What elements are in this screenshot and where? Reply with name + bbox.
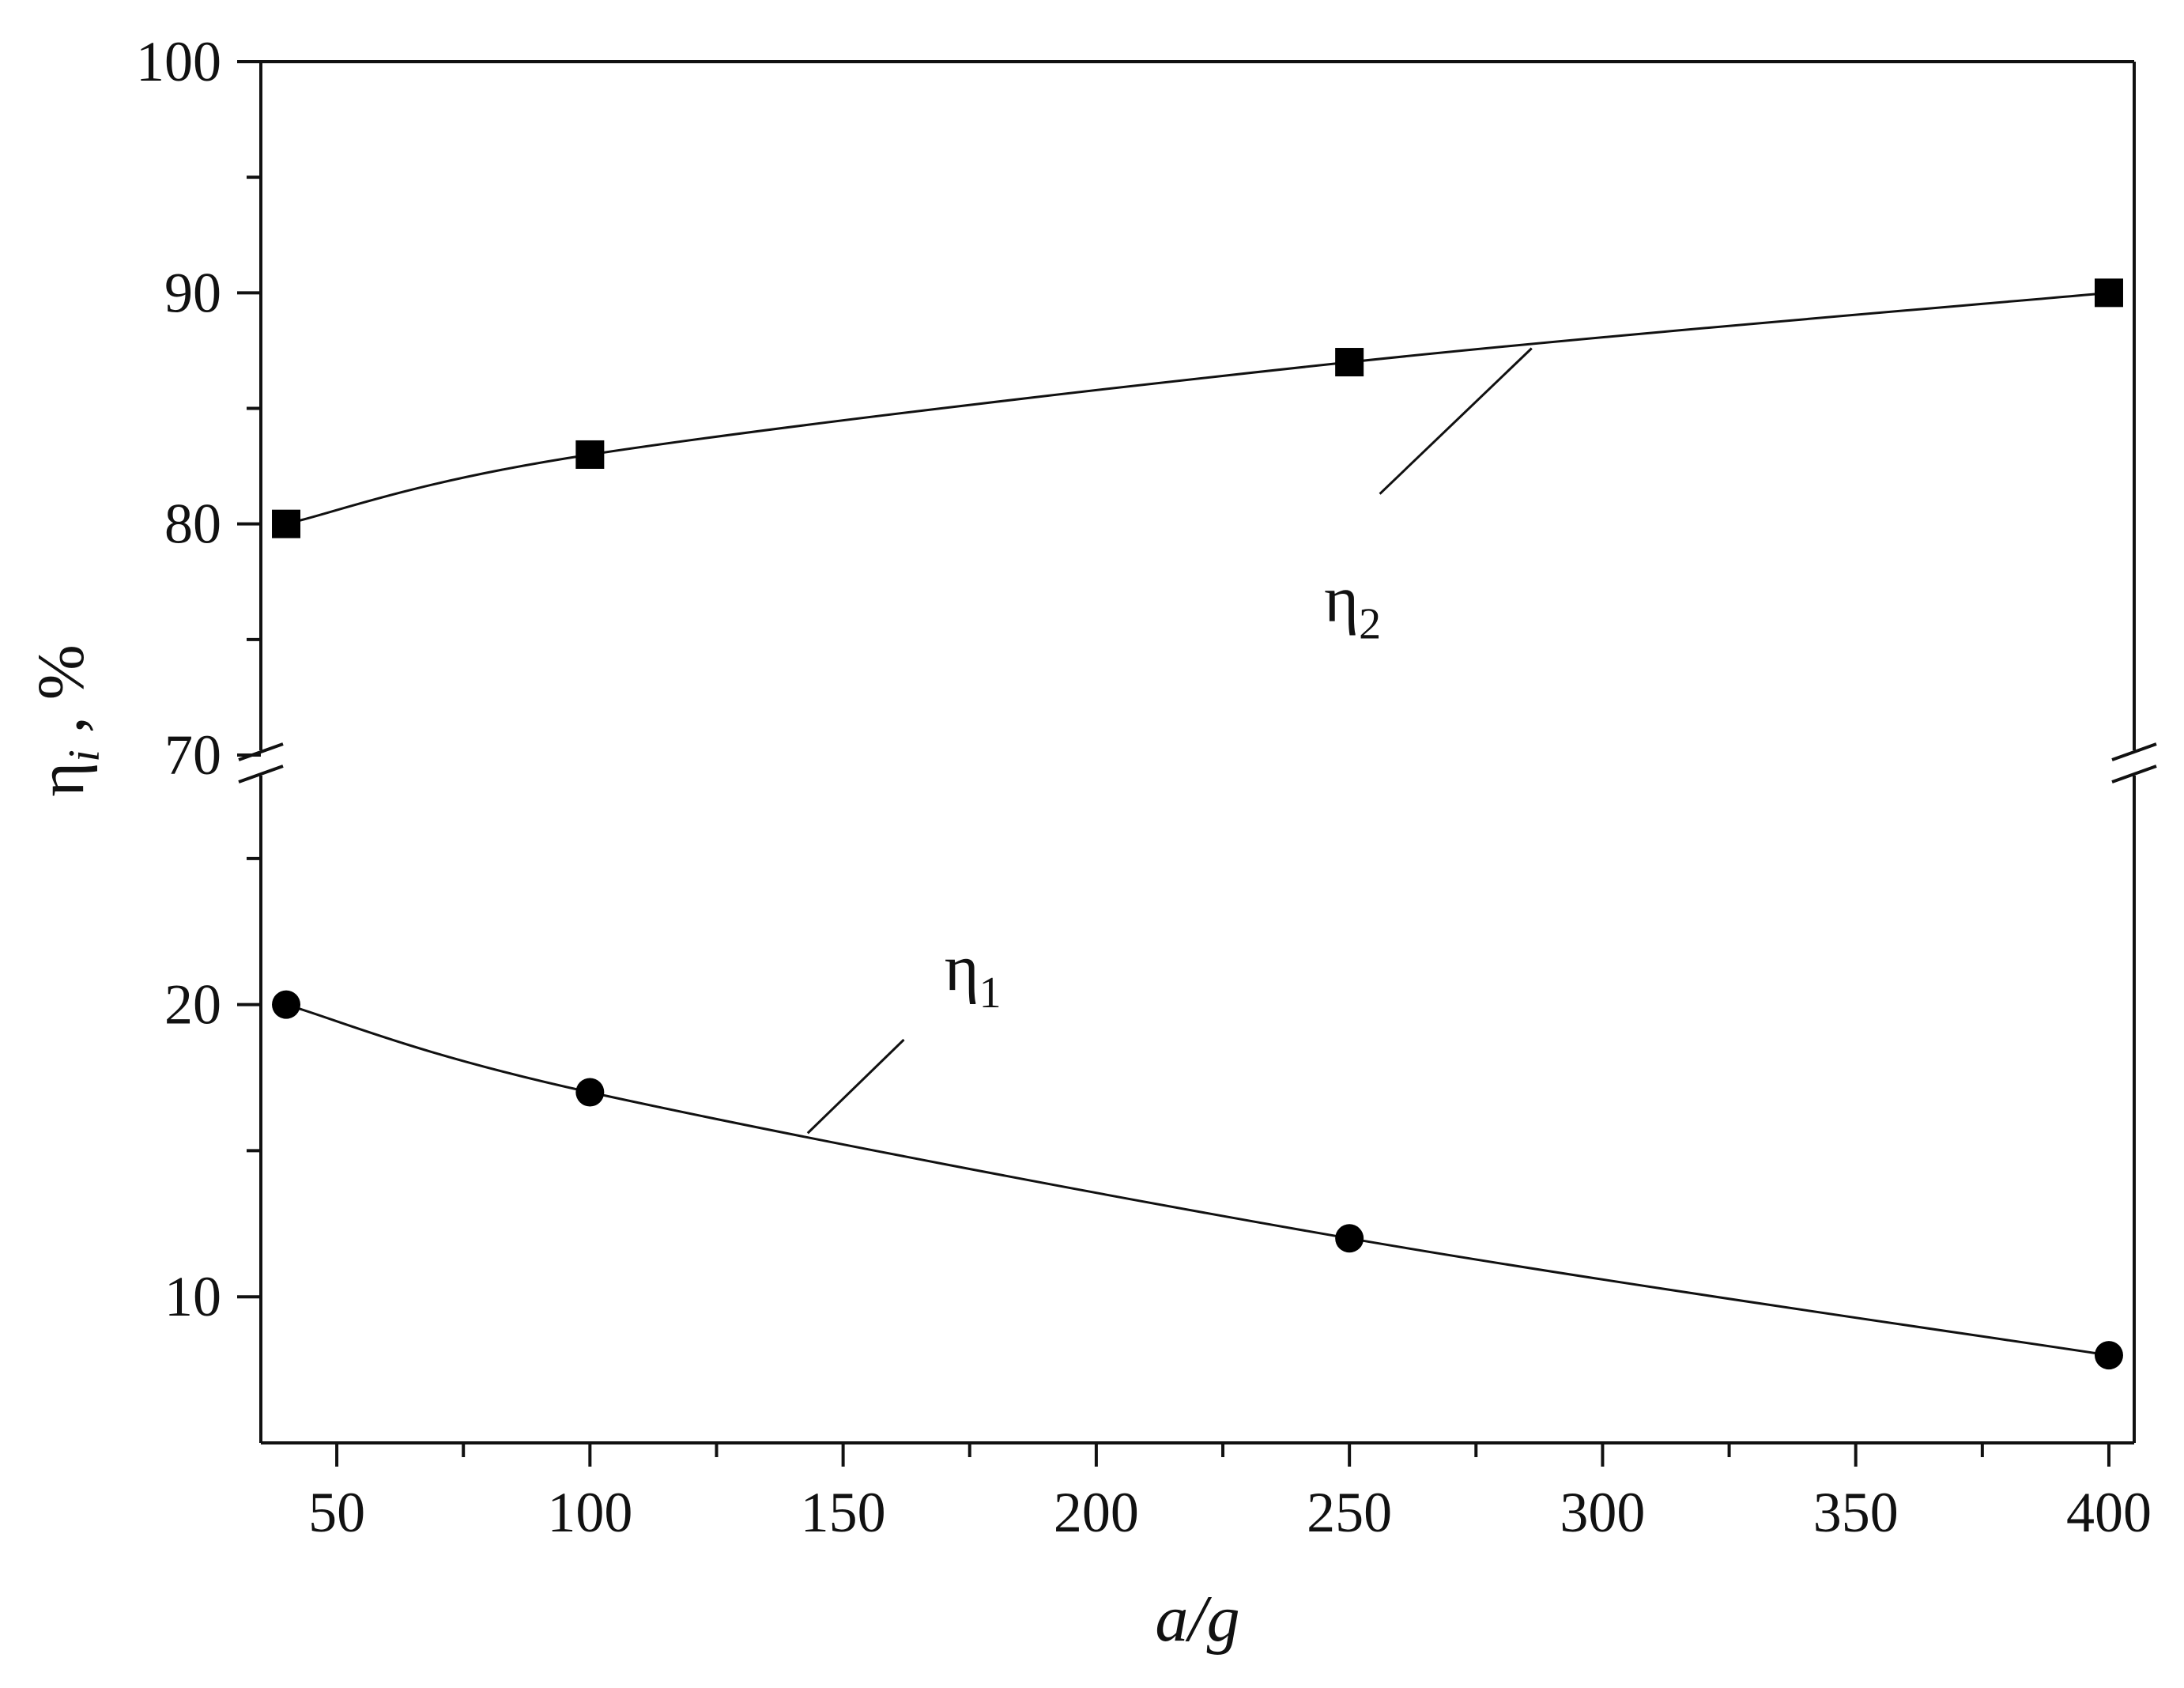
data-point: [575, 1078, 605, 1107]
x-axis: 50 100 150 200 250 300 350 400: [308, 1443, 2152, 1544]
y-tick-label: 100: [136, 30, 221, 93]
data-point: [272, 990, 301, 1019]
x-tick-label: 250: [1307, 1481, 1392, 1544]
axis-break-mark-right-2: [2111, 765, 2157, 784]
series-label-main: η: [945, 931, 979, 1005]
data-point: [1335, 348, 1364, 377]
y-tick-label: 90: [164, 261, 221, 324]
data-point: [575, 440, 605, 469]
x-tick-label: 150: [801, 1481, 886, 1544]
series-line-1: [285, 1003, 2110, 1357]
x-tick-label: 100: [547, 1481, 632, 1544]
series-line-2: [285, 291, 2110, 526]
x-axis-title: a/g: [1155, 1582, 1239, 1656]
x-tick-label: 200: [1054, 1481, 1139, 1544]
series-label-leader-1: [806, 1038, 905, 1135]
x-tick-label: 400: [2066, 1481, 2152, 1544]
data-point: [2094, 278, 2123, 308]
y-tick-label: 70: [164, 723, 221, 787]
series-label-leader-2: [1379, 347, 1533, 495]
axis-break-mark-left-2: [238, 765, 284, 784]
series-label-main: η: [1324, 562, 1359, 636]
data-point: [1335, 1224, 1364, 1253]
y-tick-label: 80: [164, 493, 221, 556]
series-label-sub: 1: [979, 969, 1001, 1018]
y-axis-title-suffix: , %: [25, 644, 98, 750]
data-point: [272, 509, 301, 538]
series-label-sub: 2: [1359, 599, 1381, 648]
series-label-1: η1: [945, 931, 1001, 1018]
y-axis-title-sub: i: [60, 750, 109, 762]
y-axis: 70 80 90 100 10 20: [136, 30, 261, 1328]
series-label-2: η2: [1324, 562, 1381, 648]
axis-break-mark-right-1: [2111, 742, 2157, 761]
plot-frame: [238, 60, 2157, 1444]
y-axis-title: ηi , %: [25, 644, 109, 796]
axis-break-mark-left-1: [238, 742, 284, 761]
x-tick-label: 350: [1813, 1481, 1899, 1544]
x-tick-label: 50: [308, 1481, 365, 1544]
y-tick-label: 10: [164, 1265, 221, 1328]
data-point: [2094, 1341, 2123, 1370]
series-layer: [272, 278, 2123, 1370]
y-tick-label: 20: [164, 973, 221, 1037]
x-tick-label: 300: [1560, 1481, 1645, 1544]
y-axis-title-main: η: [25, 762, 98, 797]
